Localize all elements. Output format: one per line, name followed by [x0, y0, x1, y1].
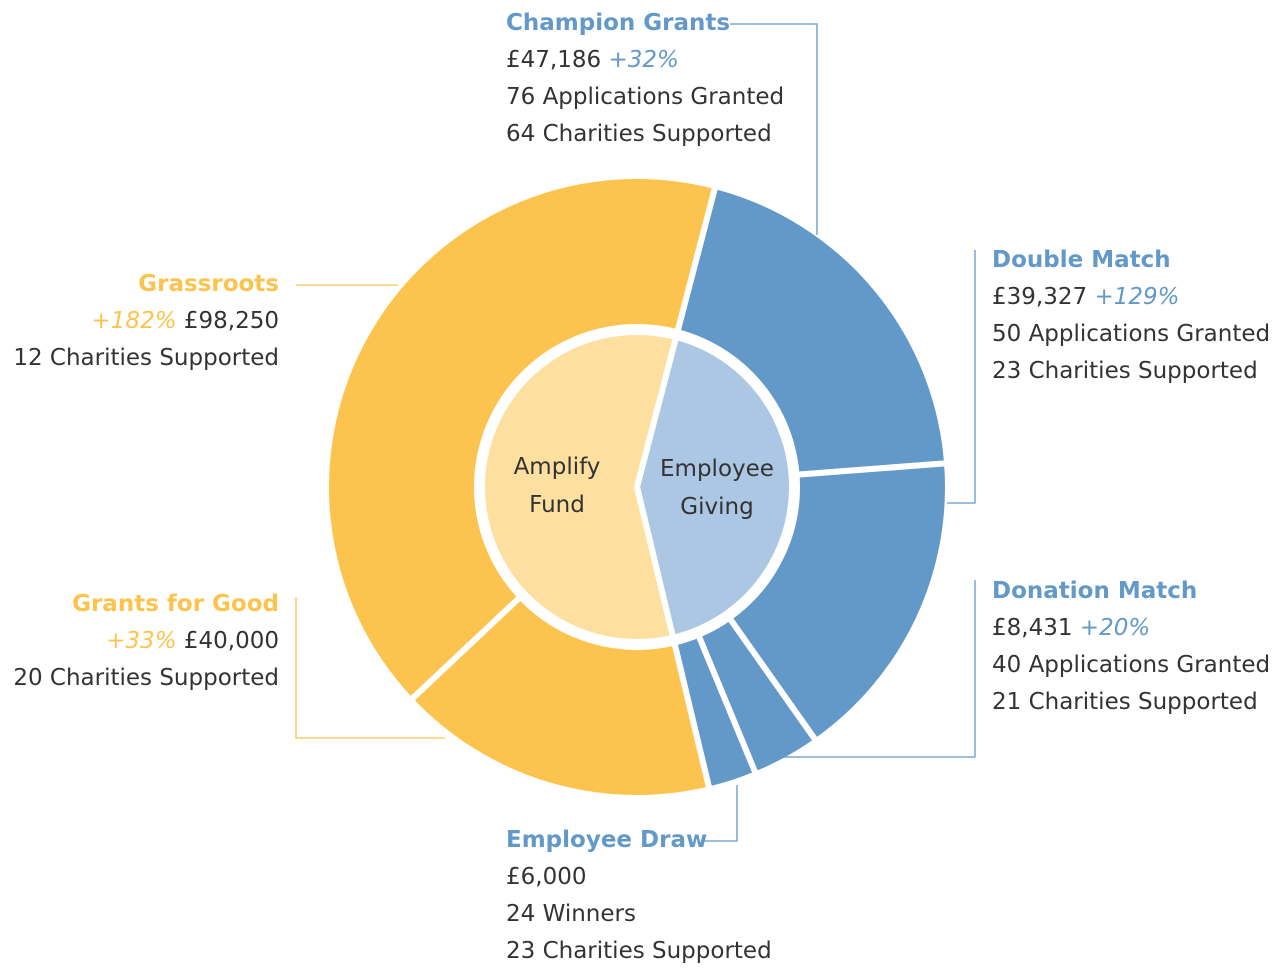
value-line: £8,431 +20%	[992, 610, 1270, 647]
value-line: £47,186 +32%	[506, 42, 784, 79]
value: £47,186	[506, 47, 602, 73]
segment-name: Employee Draw	[506, 827, 708, 853]
change: +32%	[608, 47, 679, 73]
group-name: Amplify Fund	[513, 454, 601, 519]
group-name: Employee Giving	[660, 455, 774, 520]
detail: 21 Charities Supported	[992, 689, 1258, 715]
segment-label: Employee Draw £6,000 24 Winners 23 Chariti…	[506, 822, 772, 970]
segment-name: Grants for Good	[72, 591, 279, 617]
outer-segment	[407, 593, 713, 801]
outer-segment	[726, 460, 951, 745]
detail: 24 Winners	[506, 901, 636, 927]
segment-name: Double Match	[992, 247, 1171, 273]
leader-line	[947, 250, 976, 504]
segment-name: Champion Grants	[506, 10, 731, 36]
detail: 12 Charities Supported	[13, 345, 279, 371]
segment-label: Champion Grants £47,186 +32% 76 Applicatio…	[506, 5, 784, 153]
value-line: +33% £40,000	[13, 623, 279, 660]
segment-label: Grassroots +182% £98,250 12 Charities Supp…	[13, 266, 279, 377]
change: +129%	[1094, 284, 1180, 310]
detail: 64 Charities Supported	[506, 121, 772, 147]
value-line: £39,327 +129%	[992, 279, 1270, 316]
change: +33%	[106, 628, 177, 654]
segment-label: Double Match £39,327 +129% 50 Applications…	[992, 242, 1270, 390]
inner-ring	[478, 328, 796, 646]
value: £8,431	[992, 615, 1073, 641]
change: +182%	[91, 308, 177, 334]
detail: 23 Charities Supported	[506, 938, 772, 964]
segment-label: Grants for Good +33% £40,000 20 Charities …	[13, 586, 279, 697]
detail: 50 Applications Granted	[992, 321, 1271, 347]
value: £98,250	[183, 308, 279, 334]
segment-name: Grassroots	[138, 271, 279, 297]
value: £40,000	[183, 628, 279, 654]
detail: 40 Applications Granted	[992, 652, 1271, 678]
outer-segment	[323, 173, 719, 704]
value: £39,327	[992, 284, 1088, 310]
detail: 76 Applications Granted	[506, 84, 785, 110]
leader-line	[295, 597, 445, 739]
change: +20%	[1079, 615, 1151, 641]
leader-line	[703, 785, 738, 842]
value: £6,000	[506, 864, 587, 890]
segment-name: Donation Match	[992, 578, 1198, 604]
outer-segment	[674, 183, 951, 478]
leader-line	[775, 580, 976, 758]
value-line: +182% £98,250	[13, 303, 279, 340]
detail: 20 Charities Supported	[13, 665, 279, 691]
value-line: £6,000	[506, 859, 772, 896]
leader-line	[730, 23, 818, 235]
segment-label: Donation Match £8,431 +20% 40 Applications…	[992, 573, 1270, 721]
detail: 23 Charities Supported	[992, 358, 1258, 384]
